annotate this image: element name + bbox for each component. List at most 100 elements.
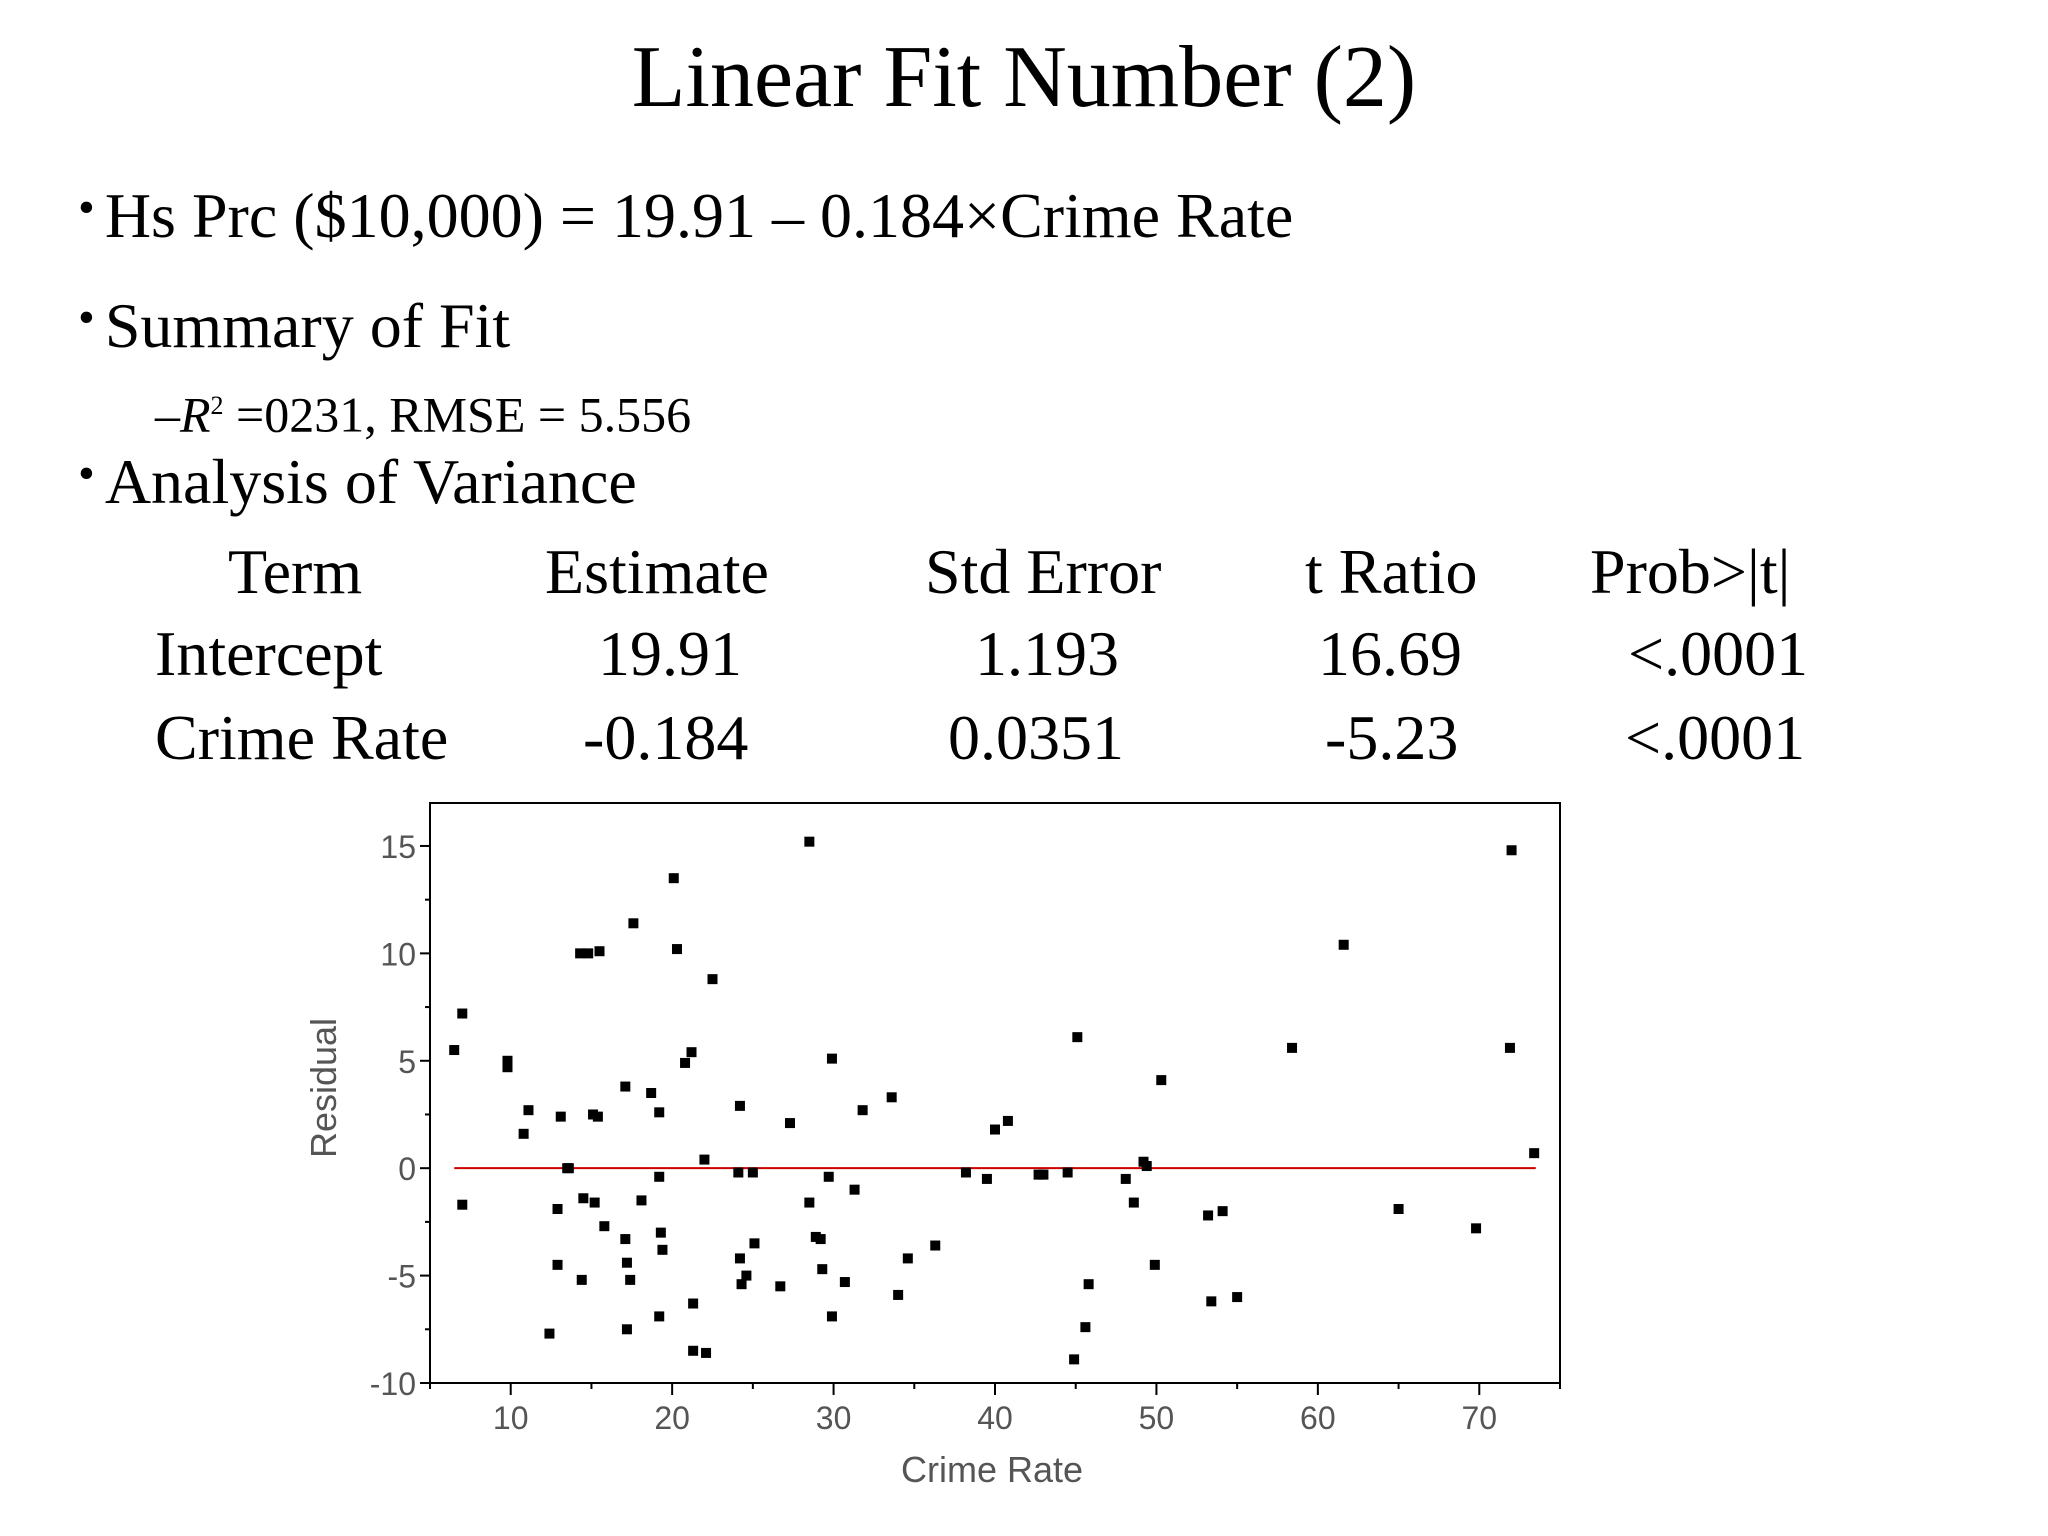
summary-heading: Summary of Fit (104, 290, 511, 361)
data-point (893, 1289, 904, 1300)
data-point (1156, 1075, 1167, 1086)
anova-cell-t-ratio: -5.23 (1325, 702, 1459, 773)
data-point (736, 1279, 747, 1290)
data-point (747, 1167, 758, 1178)
data-point (849, 1184, 860, 1195)
data-point (1232, 1292, 1243, 1303)
anova-header-std-error: Std Error (925, 536, 1162, 607)
plot-area-border (429, 802, 1561, 1384)
data-point (886, 1092, 897, 1103)
data-point (1471, 1223, 1482, 1234)
data-point (839, 1277, 850, 1288)
anova-heading: Analysis of Variance (104, 446, 637, 517)
bullet-dot: • (78, 181, 95, 234)
data-point (804, 1197, 815, 1208)
data-point (826, 1311, 837, 1322)
summary-stats: –R2 =0231, RMSE = 5.556 (155, 376, 691, 445)
data-point (502, 1055, 513, 1066)
data-point (734, 1100, 745, 1111)
anova-cell-term: Crime Rate (155, 702, 449, 773)
data-point (784, 1118, 795, 1129)
data-point (1338, 939, 1349, 950)
y-axis-label: Residual (303, 1018, 344, 1158)
data-point (621, 1257, 632, 1268)
data-point (576, 1274, 587, 1285)
plot-frame (429, 802, 1561, 1384)
data-point (680, 1057, 691, 1068)
anova-cell-std-error: 0.0351 (948, 702, 1124, 773)
data-point (457, 1008, 468, 1019)
x-tick-label: 40 (977, 1400, 1013, 1436)
data-point (599, 1221, 610, 1232)
data-point (902, 1253, 913, 1264)
data-point (688, 1345, 699, 1356)
data-point (592, 1111, 603, 1122)
slide-title: Linear Fit Number (2) (631, 29, 1417, 126)
data-point (578, 1193, 589, 1204)
r2-rmse-values: =0231, RMSE = 5.556 (223, 386, 692, 443)
data-point (583, 948, 594, 959)
data-point (960, 1167, 971, 1178)
anova-cell-t-ratio: 16.69 (1318, 618, 1462, 689)
data-point (1128, 1197, 1139, 1208)
data-point (502, 1062, 513, 1073)
data-point (1038, 1169, 1049, 1180)
bullet-dot: • (78, 291, 95, 344)
data-point (1393, 1204, 1404, 1214)
data-point (1217, 1206, 1228, 1217)
y-tick-label: 0 (398, 1151, 416, 1187)
data-point (817, 1264, 828, 1275)
data-point (620, 1234, 631, 1245)
data-point (594, 946, 605, 957)
data-point (1506, 845, 1517, 856)
data-point (654, 1107, 665, 1118)
data-point (671, 944, 682, 955)
anova-table: Term Estimate Std Error t Ratio Prob>|t|… (0, 530, 2048, 780)
anova-cell-term: Intercept (155, 618, 383, 689)
data-point (620, 1081, 631, 1092)
data-point (575, 948, 586, 959)
data-point (707, 974, 718, 985)
data-point (733, 1167, 744, 1178)
data-point (1002, 1115, 1013, 1126)
data-point (688, 1298, 699, 1309)
data-point (457, 1199, 468, 1210)
equation-text: Hs Prc ($10,000) = 19.91 – 0.184×Crime R… (104, 180, 1294, 251)
data-point (1287, 1042, 1298, 1053)
bullet-anova: • Analysis of Variance (78, 444, 637, 526)
y-tick-label: -5 (388, 1259, 416, 1295)
data-point (701, 1347, 712, 1358)
x-tick-label: 10 (493, 1400, 529, 1436)
data-point (668, 873, 679, 884)
x-tick-label: 70 (1461, 1400, 1497, 1436)
x-tick-label: 30 (816, 1400, 852, 1436)
data-point (857, 1105, 868, 1116)
data-point (449, 1045, 460, 1056)
anova-header-prob: Prob>|t| (1590, 536, 1791, 607)
bullet-dot: • (78, 447, 95, 500)
bullet-summary-of-fit: • Summary of Fit (78, 288, 510, 370)
data-point (1080, 1322, 1091, 1333)
data-point (555, 1111, 566, 1122)
data-point (1083, 1279, 1094, 1290)
data-point (1069, 1354, 1080, 1365)
data-point (654, 1311, 665, 1322)
anova-header-term: Term (228, 536, 363, 607)
x-tick-label: 20 (654, 1400, 690, 1436)
anova-cell-prob: <.0001 (1628, 618, 1809, 689)
data-point (646, 1088, 657, 1098)
data-point (625, 1274, 636, 1285)
data-point (981, 1173, 992, 1184)
data-point (636, 1195, 647, 1206)
data-point (1504, 1042, 1515, 1053)
data-point (1120, 1173, 1131, 1184)
data-point (804, 836, 815, 847)
bullet-equation: • Hs Prc ($10,000) = 19.91 – 0.184×Crime … (78, 178, 1293, 260)
data-point (1072, 1032, 1083, 1043)
data-point (1529, 1148, 1540, 1159)
data-point (1141, 1161, 1152, 1172)
data-point (930, 1240, 941, 1251)
data-point (589, 1197, 600, 1208)
anova-cell-estimate: 19.91 (598, 618, 742, 689)
anova-cell-prob: <.0001 (1625, 702, 1806, 773)
